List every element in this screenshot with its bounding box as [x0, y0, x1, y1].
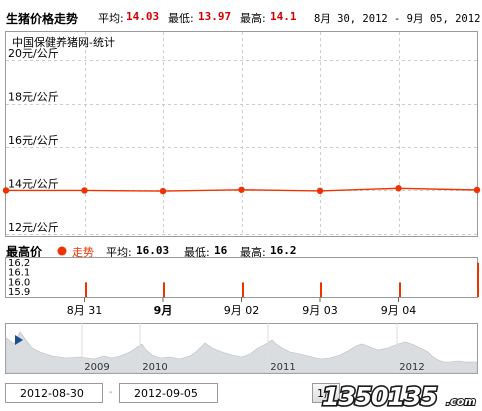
high-y-tick-label: 16.2 [8, 258, 30, 269]
year-label: 2009 [84, 362, 109, 373]
x-axis: 8月 31 9月 9月 02 9月 03 9月 04 [67, 297, 417, 317]
svg-text:1350135: 1350135 [322, 382, 437, 411]
x-tick-label: 9月 02 [224, 304, 260, 317]
watermark-logo: 1350135 .com [320, 380, 476, 411]
year-label: 2012 [399, 362, 424, 373]
range-1-week-button[interactable]: 1周 [312, 383, 340, 403]
data-point [81, 187, 88, 194]
min-label: 最低: [168, 12, 194, 25]
navigator-area [5, 331, 478, 374]
year-label: 2010 [142, 362, 167, 373]
high-avg-value: 16.03 [136, 244, 170, 257]
avg-value: 14.03 [126, 10, 160, 23]
y-tick-label: 14元/公斤 [8, 177, 59, 190]
data-point [2, 187, 10, 194]
min-value: 13.97 [198, 10, 232, 23]
data-point [473, 186, 481, 194]
chart-header: 生猪价格走势 平均: 14.03 最低: 13.97 最高: 14.1 8月 3… [0, 0, 482, 30]
date-separator: - [109, 387, 113, 398]
x-tick-label: 8月 31 [67, 304, 103, 317]
y-tick-label: 16元/公斤 [8, 134, 59, 147]
play-icon[interactable] [15, 335, 23, 345]
y-axis: 20元/公斤 18元/公斤 16元/公斤 14元/公斤 12元/公斤 [8, 47, 59, 234]
data-point [316, 187, 324, 195]
start-date-field[interactable]: 2012-08-30 [5, 383, 103, 403]
high-price-label: 最高价 [6, 245, 43, 259]
high-bar [399, 282, 401, 297]
navigator-years: 2009 2010 2011 2012 [81, 323, 425, 373]
high-bars [85, 262, 479, 297]
max-value: 14.1 [270, 10, 297, 23]
high-y-tick-label: 16.0 [8, 277, 30, 288]
high-bar [477, 262, 479, 297]
high-min-label: 最低: [184, 246, 210, 259]
high-bar [320, 282, 322, 297]
high-y-axis: 16.216.116.015.9 [8, 258, 30, 298]
high-bar [85, 282, 87, 297]
y-tick-label: 20元/公斤 [8, 47, 59, 60]
data-point [238, 186, 245, 193]
high-y-tick-label: 15.9 [8, 287, 30, 298]
high-min-value: 16 [214, 244, 228, 257]
svg-text:.com: .com [446, 395, 476, 408]
date-range: 8月 30, 2012 - 9月 05, 2012 [314, 13, 481, 25]
trend-dot-icon [57, 246, 67, 256]
data-point [395, 185, 402, 192]
series-points [2, 185, 481, 195]
data-point [159, 187, 167, 195]
end-date-field[interactable]: 2012-09-05 [119, 383, 218, 403]
high-max-value: 16.2 [270, 244, 297, 257]
source-label: 中国保健养猪网-统计 [12, 35, 115, 49]
y-tick-label: 12元/公斤 [8, 221, 59, 234]
max-label: 最高: [240, 12, 266, 25]
high-y-tick-label: 16.1 [8, 268, 30, 279]
high-bar [242, 282, 244, 297]
x-tick-label: 9月 03 [302, 304, 338, 317]
plot-frame [5, 31, 478, 237]
year-label: 2011 [270, 362, 295, 373]
x-tick-label: 9月 [154, 304, 173, 317]
y-tick-label: 18元/公斤 [8, 91, 59, 104]
avg-label: 平均: [98, 12, 124, 25]
trend-label: 走势 [72, 246, 94, 259]
high-avg-label: 平均: [106, 246, 132, 259]
chart-title: 生猪价格走势 [6, 12, 79, 26]
high-max-label: 最高: [240, 246, 266, 259]
x-tick-label: 9月 04 [381, 304, 417, 317]
high-bar [163, 282, 165, 297]
